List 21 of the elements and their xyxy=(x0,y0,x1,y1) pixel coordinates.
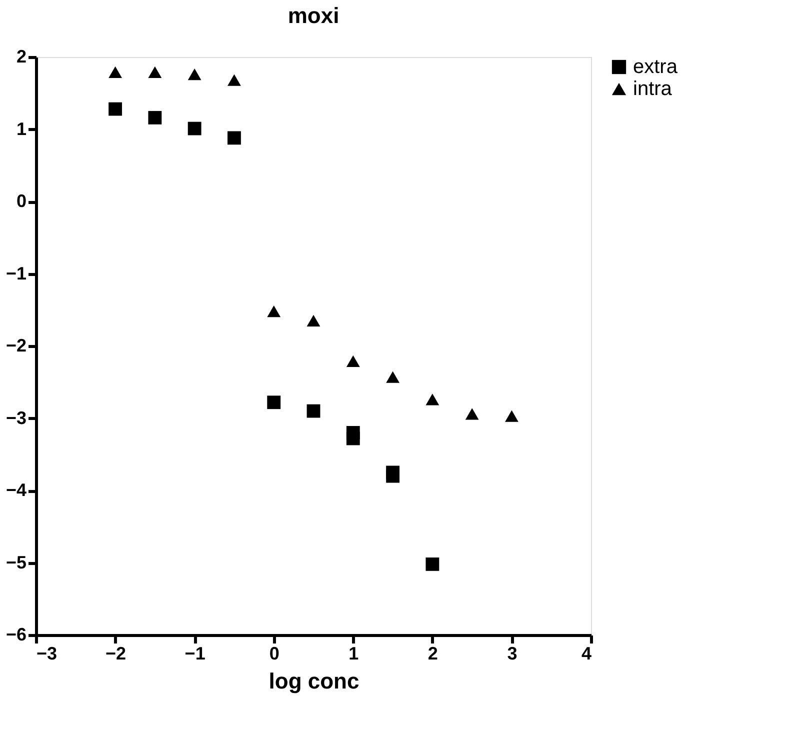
x-tick-label: 1 xyxy=(348,644,359,664)
y-tick-label: 1 xyxy=(16,118,26,139)
x-tick-label: −2 xyxy=(106,644,126,664)
y-tick-label: 0 xyxy=(16,191,26,211)
legend-label: intra xyxy=(633,78,673,100)
y-tick-label: −3 xyxy=(6,408,26,428)
y-tick-label: −5 xyxy=(6,552,26,572)
x-axis-title: log conc xyxy=(268,668,360,694)
x-tick-label: −1 xyxy=(184,644,206,664)
x-tick-label: 4 xyxy=(581,644,592,664)
x-tick-label: 0 xyxy=(269,644,280,664)
y-tick-label: −2 xyxy=(6,336,26,356)
y-tick-label: 2 xyxy=(16,46,26,66)
x-tick-label: −3 xyxy=(36,644,58,664)
y-tick-label: −6 xyxy=(6,624,26,644)
x-tick-label: 2 xyxy=(428,644,438,664)
chart-title: moxi xyxy=(288,3,340,28)
x-tick-label: 3 xyxy=(507,644,518,664)
legend-label: extra xyxy=(633,56,678,78)
y-tick-label: −1 xyxy=(6,263,26,284)
y-tick-label: −4 xyxy=(6,480,26,500)
